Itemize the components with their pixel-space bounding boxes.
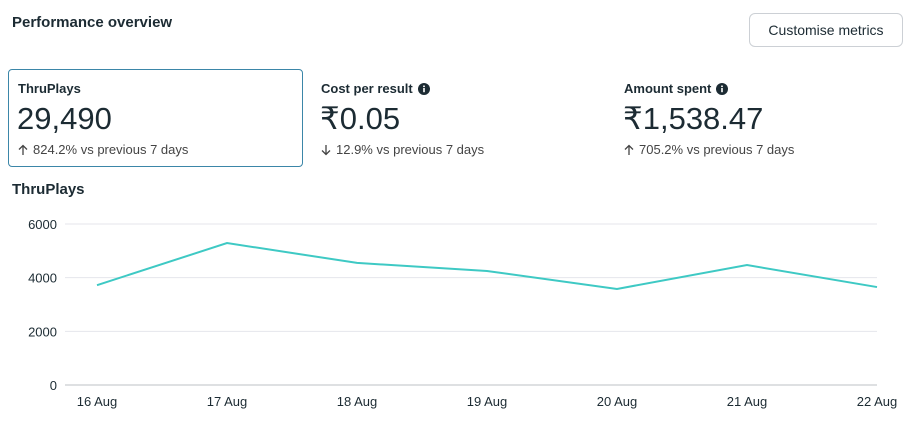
metric-card: Amount spent ₹1,538.47 705.2% vs previous … [614,69,909,167]
metric-change: 705.2% vs previous 7 days [624,142,794,157]
change-arrow [18,144,28,155]
metric-value: 29,490 [17,101,112,136]
metric-change: 12.9% vs previous 7 days [321,142,484,157]
customise-button[interactable]: Customise metrics [749,13,903,47]
metric-label-text: ThruPlays [18,81,81,96]
metric-card[interactable]: ThruPlays 29,490 824.2% vs previous 7 days [8,69,303,167]
metric-label: Cost per result [321,81,430,96]
change-arrow [624,144,634,155]
info-bar [422,87,425,92]
x-tick-label: 17 Aug [207,394,248,409]
y-tick-label: 4000 [28,271,57,286]
change-arrow [321,144,331,155]
x-tick-label: 20 Aug [597,394,638,409]
metric-change-text: 824.2% vs previous 7 days [33,142,189,157]
metric-label-text: Amount spent [624,81,712,96]
info-icon [716,82,729,95]
info-icon [417,82,430,95]
info-bar [721,87,724,92]
page-title: Performance overview [12,14,173,31]
arrow-path [18,144,28,155]
x-tick-label: 21 Aug [727,394,768,409]
x-tick-label: 16 Aug [77,394,118,409]
x-tick-label: 19 Aug [467,394,508,409]
metric-change-text: 705.2% vs previous 7 days [639,142,795,157]
metric-change-text: 12.9% vs previous 7 days [336,142,485,157]
metric-label: ThruPlays [18,81,81,96]
chart: 0 2000 4000 6000 16 Aug 17 Aug 18 Aug 19 Aug 20 … [28,217,898,409]
y-tick-label: 0 [50,378,57,393]
y-tick-label: 2000 [28,324,57,339]
x-tick-label: 18 Aug [337,394,378,409]
metric-card: Cost per result ₹0.05 12.9% vs previous 7 … [311,69,606,167]
chart-title: ThruPlays [12,181,85,198]
arrow-path [624,144,634,155]
metric-value: ₹1,538.47 [623,101,764,136]
line [96,242,878,290]
info-dot [721,84,724,87]
arrow-path [321,144,331,155]
x-tick-label: 22 Aug [857,394,898,409]
metric-change: 824.2% vs previous 7 days [18,142,188,157]
info-dot [422,84,425,87]
y-tick-label: 6000 [28,217,57,232]
metric-value: ₹0.05 [320,101,401,136]
metric-label: Amount spent [624,81,729,96]
metric-label-text: Cost per result [321,81,413,96]
